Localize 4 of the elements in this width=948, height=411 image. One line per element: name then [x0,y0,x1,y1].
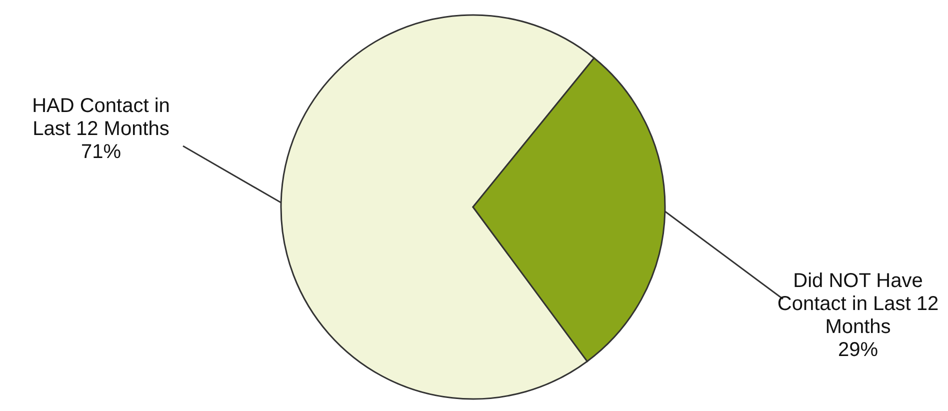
slice-label: HAD Contact in Last 12 Months [32,95,170,140]
data-label: 29% [838,339,878,361]
data-label: 71% [80,141,122,163]
slice-label: Did NOT Have Contact in Last 12 Months [777,270,939,338]
